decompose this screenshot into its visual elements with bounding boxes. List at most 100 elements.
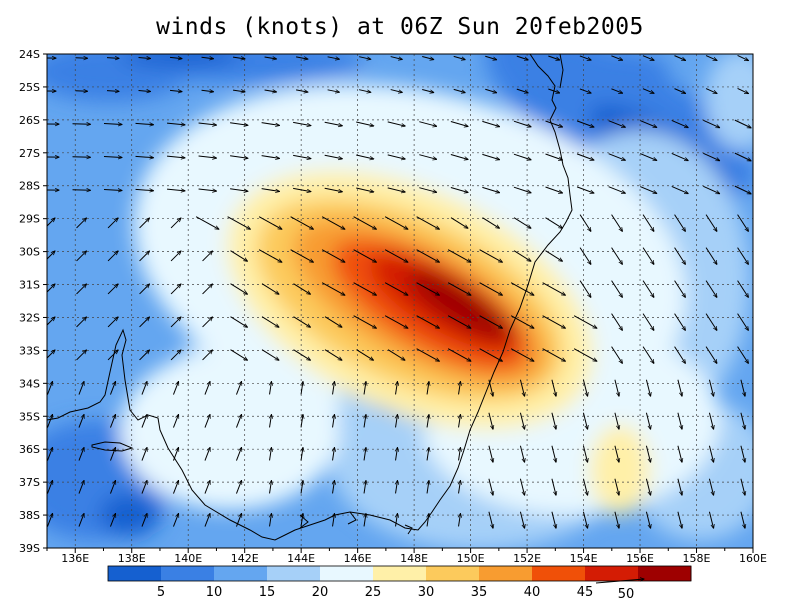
wind-vector: [740, 445, 745, 462]
colorbar-swatch: [161, 566, 215, 581]
wind-vector: [611, 346, 623, 364]
wind-vector: [198, 188, 217, 191]
colorbar-swatch: [373, 566, 427, 581]
wind-vector: [78, 414, 84, 428]
wind-vector: [169, 90, 182, 91]
wind-vector: [235, 447, 241, 461]
wind-vector: [482, 186, 499, 192]
wind-vector: [333, 382, 335, 395]
wind-vector: [198, 122, 217, 125]
wind-speed-field: [47, 54, 753, 548]
wind-vector: [485, 55, 496, 60]
wind-vector: [519, 478, 524, 495]
map-frame: [46, 53, 754, 549]
wind-vector: [227, 216, 251, 230]
wind-vector: [76, 251, 87, 262]
wind-vector: [519, 379, 524, 396]
lat-label: 30S: [19, 246, 40, 259]
wind-vector: [387, 349, 405, 361]
wind-vector: [427, 481, 429, 494]
wind-vector: [488, 445, 493, 462]
wind-vector: [170, 317, 181, 328]
wind-vector: [139, 350, 150, 361]
lat-label: 31S: [19, 279, 40, 292]
wind-vector: [106, 91, 119, 92]
wind-vector: [674, 346, 686, 364]
wind-vector: [387, 154, 405, 159]
wind-vector: [447, 282, 471, 296]
wind-vector: [321, 249, 345, 263]
wind-vector: [384, 315, 408, 329]
wind-vector: [642, 88, 654, 94]
lat-label: 29S: [19, 213, 40, 226]
wind-vector: [76, 350, 87, 361]
wind-vector: [579, 280, 591, 298]
wind-vector: [674, 247, 686, 265]
wind-vector: [579, 247, 591, 265]
wind-vector: [737, 313, 749, 331]
wind-vector: [170, 251, 181, 262]
wind-vector: [141, 513, 147, 527]
wind-vector: [705, 88, 717, 94]
wind-vector: [737, 346, 749, 364]
wind-vector: [677, 478, 682, 495]
wind-vector: [450, 187, 468, 193]
wind-vector: [135, 156, 154, 157]
wind-vector: [614, 379, 619, 396]
wind-vector: [324, 187, 343, 192]
colorbar-label: 15: [259, 585, 276, 600]
wind-vector: [545, 120, 563, 127]
wind-vector: [296, 57, 308, 59]
wind-vector: [232, 90, 245, 92]
wind-vector: [76, 317, 87, 328]
wind-vector: [614, 445, 619, 462]
wind-vector: [230, 316, 248, 328]
wind-vector: [703, 152, 719, 160]
wind-vector: [195, 216, 219, 230]
wind-vector: [264, 57, 277, 59]
colorbar-swatch: [532, 566, 586, 581]
wind-vector: [642, 346, 654, 364]
wind-vector: [482, 120, 499, 126]
wind-vector: [582, 412, 587, 429]
lon-label: 136E: [61, 552, 89, 565]
wind-vector: [261, 155, 280, 159]
wind-vector: [390, 56, 403, 60]
wind-vector: [548, 88, 559, 93]
lon-label: 148E: [400, 552, 428, 565]
wind-vector: [47, 414, 52, 428]
lon-label: 152E: [513, 552, 541, 565]
wind-vector: [479, 315, 503, 329]
wind-vector: [416, 249, 440, 263]
wind-vector: [479, 249, 503, 263]
wind-vector: [645, 379, 650, 396]
colorbar-label: 35: [471, 585, 488, 600]
wind-vector: [545, 250, 563, 262]
wind-vector: [170, 284, 181, 295]
wind-vector: [545, 153, 563, 160]
wind-vector: [705, 214, 717, 232]
lat-label: 34S: [19, 377, 40, 390]
wind-vector: [170, 218, 181, 229]
colorbar-label: 5: [157, 585, 165, 600]
wind-vector: [608, 186, 626, 194]
wind-vector: [645, 511, 650, 528]
wind-vector: [551, 445, 556, 462]
wind-vector: [232, 57, 245, 59]
wind-vector: [482, 217, 500, 229]
wind-vector: [201, 90, 214, 91]
wind-vector: [235, 381, 241, 395]
wind-vector: [201, 57, 214, 58]
wind-vector: [677, 445, 682, 462]
wind-vector: [327, 89, 340, 92]
wind-vector: [107, 251, 118, 262]
lat-label: 25S: [19, 81, 40, 94]
wind-vector: [353, 282, 377, 296]
wind-vector: [47, 317, 55, 326]
colorbar: 5 10 15 20 25 30 35 40 45 50: [107, 565, 692, 600]
wind-vector: [301, 448, 303, 461]
wind-vector: [353, 315, 377, 329]
wind-vector: [353, 216, 377, 230]
wind-vector: [459, 481, 461, 494]
wind-vector: [674, 280, 686, 298]
